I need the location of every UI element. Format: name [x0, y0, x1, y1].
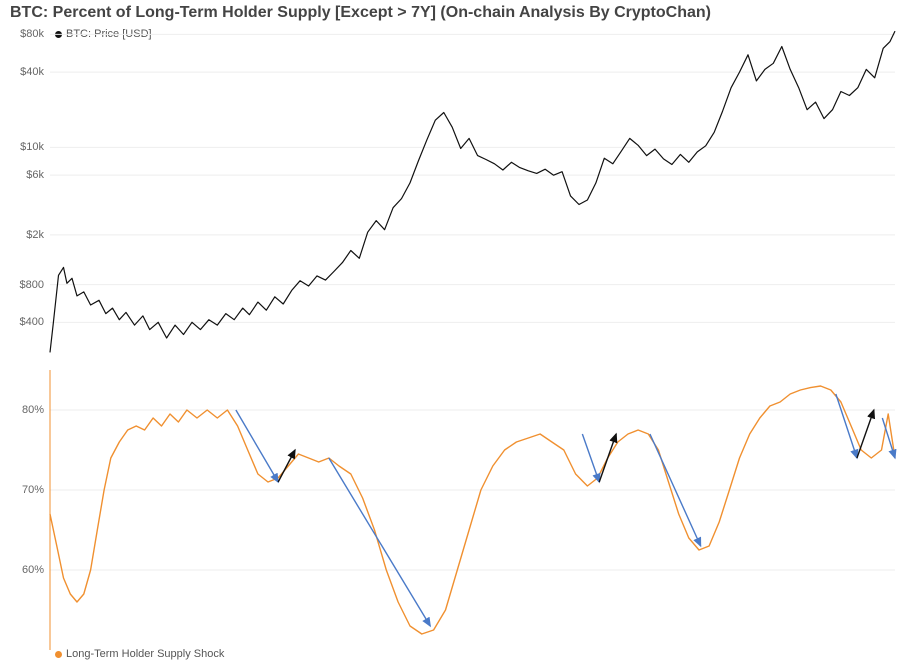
lth-line	[50, 386, 895, 634]
y-tick-label: $80k	[4, 28, 44, 40]
y-tick-label: $800	[4, 279, 44, 291]
annotation-arrow	[278, 450, 295, 482]
annotation-arrow	[857, 410, 874, 458]
annotation-arrow	[329, 458, 430, 626]
annotation-arrow	[582, 434, 599, 482]
annotation-arrow	[599, 434, 616, 482]
annotation-arrow	[836, 394, 857, 458]
chart-container: BTC: Percent of Long-Term Holder Supply …	[0, 0, 904, 670]
y-tick-label: $2k	[4, 229, 44, 241]
y-tick-label: 60%	[4, 564, 44, 576]
y-tick-label: $10k	[4, 141, 44, 153]
y-tick-label: 70%	[4, 484, 44, 496]
y-tick-label: $40k	[4, 66, 44, 78]
chart-svg	[0, 0, 904, 670]
y-tick-label: $6k	[4, 169, 44, 181]
price-line	[50, 31, 895, 352]
y-tick-label: 80%	[4, 404, 44, 416]
y-tick-label: $400	[4, 316, 44, 328]
